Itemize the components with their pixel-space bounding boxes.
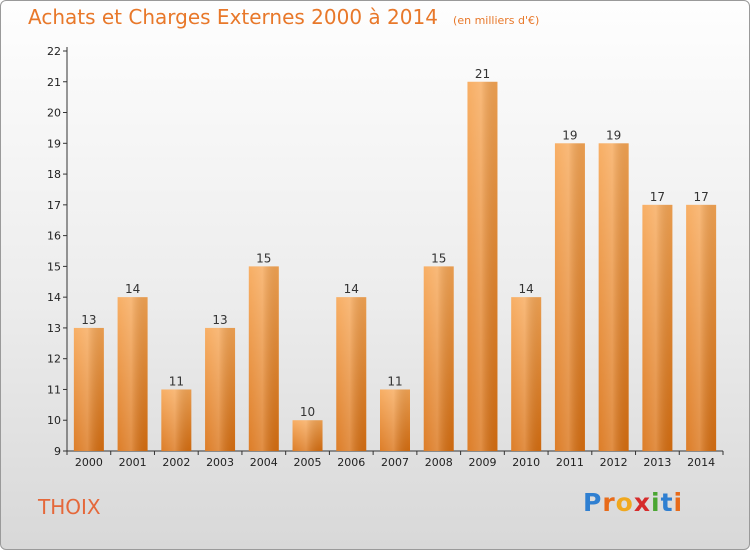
- x-tick-label: 2002: [162, 456, 190, 469]
- x-tick-label: 2014: [687, 456, 715, 469]
- bar-value-label: 17: [693, 190, 708, 204]
- logo-letter: r: [602, 488, 616, 517]
- bar-sheen: [205, 327, 236, 451]
- x-tick-label: 2009: [468, 456, 496, 469]
- y-tick-label: 19: [47, 137, 61, 150]
- x-tick-label: 2006: [337, 456, 365, 469]
- bar-value-label: 14: [125, 282, 140, 296]
- y-tick-label: 11: [47, 383, 61, 396]
- chart-title: Achats et Charges Externes 2000 à 2014: [28, 5, 438, 29]
- bar-sheen: [686, 204, 717, 451]
- bar-value-label: 21: [475, 67, 490, 81]
- bars: [73, 81, 717, 452]
- bar-sheen: [73, 327, 104, 451]
- chart-subtitle: (en milliers d'€): [453, 14, 540, 27]
- bar-sheen: [642, 204, 673, 451]
- bar-value-label: 15: [431, 251, 446, 265]
- x-tick-label: 2004: [250, 456, 278, 469]
- x-tick-label: 2013: [643, 456, 671, 469]
- bar-sheen: [467, 81, 498, 452]
- bar-sheen: [511, 297, 542, 451]
- bar-sheen: [598, 143, 629, 452]
- bar-value-label: 13: [212, 313, 227, 327]
- bar-sheen: [248, 266, 279, 451]
- bar-sheen: [423, 266, 454, 451]
- x-tick-label: 2000: [75, 456, 103, 469]
- logo-letter: x: [633, 488, 651, 517]
- logo-letter: i: [651, 488, 661, 517]
- x-tick-label: 2007: [381, 456, 409, 469]
- y-tick-label: 10: [47, 414, 61, 427]
- bar-value-label: 13: [81, 313, 96, 327]
- bar-value-label: 11: [169, 374, 184, 388]
- y-tick-label: 22: [47, 45, 61, 58]
- logo-letter: o: [615, 488, 634, 517]
- y-tick-label: 16: [47, 230, 61, 243]
- proxiti-logo: Proxiti: [583, 488, 683, 517]
- bar-sheen: [117, 297, 148, 451]
- title-block: Achats et Charges Externes 2000 à 2014 (…: [28, 5, 539, 29]
- y-tick-label: 21: [47, 76, 61, 89]
- bar-sheen: [336, 297, 367, 451]
- bar-sheen: [292, 420, 323, 451]
- x-tick-label: 2005: [294, 456, 322, 469]
- x-tick-label: 2010: [512, 456, 540, 469]
- commune-name: THOIX: [38, 495, 101, 519]
- bar-value-label: 10: [300, 405, 315, 419]
- x-tick-label: 2008: [425, 456, 453, 469]
- y-tick-label: 17: [47, 199, 61, 212]
- bar-sheen: [161, 389, 192, 451]
- y-tick-label: 12: [47, 353, 61, 366]
- y-tick-label: 14: [47, 291, 61, 304]
- y-tick-label: 13: [47, 322, 61, 335]
- x-tick-label: 2011: [556, 456, 584, 469]
- y-tick-label: 20: [47, 107, 61, 120]
- logo-letter: t: [660, 488, 674, 517]
- bar-value-label: 11: [387, 374, 402, 388]
- bar-sheen: [380, 389, 410, 451]
- logo-letter: P: [583, 488, 603, 517]
- bar-value-label: 19: [606, 128, 621, 142]
- bar-value-label: 17: [650, 190, 665, 204]
- y-tick-label: 18: [47, 168, 61, 181]
- bar-value-label: 14: [344, 282, 359, 296]
- x-tick-label: 2001: [119, 456, 147, 469]
- bar-value-label: 15: [256, 251, 271, 265]
- bar-sheen: [554, 143, 585, 452]
- labels: 13 2000 14 2001 11 2002 13 2003 15 2004 10 2005 14 20…: [75, 67, 715, 469]
- x-tick-label: 2003: [206, 456, 234, 469]
- y-tick-label: 9: [54, 445, 61, 458]
- logo-letter: i: [673, 488, 684, 517]
- bar-value-label: 14: [519, 282, 534, 296]
- x-tick-label: 2012: [600, 456, 628, 469]
- y-tick-label: 15: [47, 260, 61, 273]
- bar-value-label: 19: [562, 128, 577, 142]
